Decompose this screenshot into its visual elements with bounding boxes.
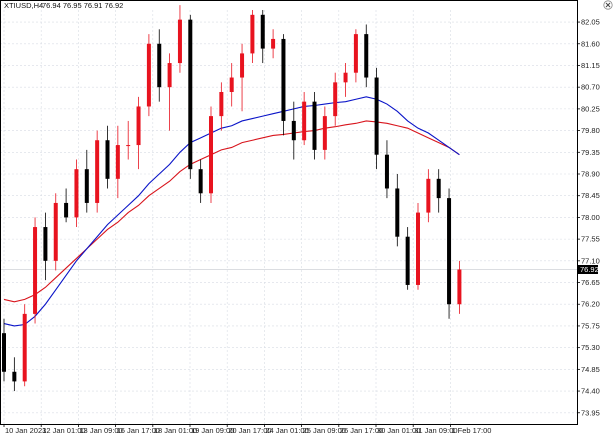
ma-red-line <box>3 120 460 303</box>
candle-body <box>22 313 27 382</box>
candle-body <box>177 19 182 64</box>
candle-body <box>198 169 203 194</box>
candle-body <box>167 63 172 88</box>
time-tick-label: 10 Jan 2023 <box>5 426 46 435</box>
time-tick-label: 13 Jan 09:00 <box>79 426 122 435</box>
time-tick-label: 30 Jan 01:00 <box>377 426 420 435</box>
ma-blue-line <box>3 96 460 327</box>
price-axis: 82.05 81.60 81.15 80.70 80.25 79.80 79.35 78.90… <box>577 18 600 417</box>
candle-body <box>219 92 224 117</box>
price-tick-label: 73.95 <box>581 408 600 417</box>
current-price-badge <box>578 265 598 275</box>
price-tick-label: 75.75 <box>581 321 600 330</box>
candle-body <box>84 169 89 203</box>
candle-body <box>343 72 348 83</box>
candle-body <box>333 82 338 117</box>
price-tick-label: 75.30 <box>581 343 600 352</box>
time-tick-label: 26 Jan 17:00 <box>340 426 383 435</box>
candle-body <box>43 227 48 261</box>
price-tick-label: 82.05 <box>581 18 600 27</box>
price-tick-label: 74.85 <box>581 365 600 374</box>
candle-body <box>33 227 38 314</box>
candle-body <box>416 212 420 285</box>
time-tick-label: 31 Jan 09:00 <box>414 426 457 435</box>
price-tick-label: 74.40 <box>581 387 600 396</box>
candle-body <box>209 116 213 194</box>
price-tick-label: 80.70 <box>581 83 600 92</box>
candle-body <box>95 140 100 203</box>
candle-body <box>136 106 141 146</box>
candle-body <box>74 169 79 218</box>
candle-body <box>260 14 265 49</box>
time-tick-label: 20 Jan 17:00 <box>228 426 271 435</box>
time-tick-label: 19 Jan 09:00 <box>191 426 234 435</box>
price-tick-label: 78.45 <box>581 191 600 200</box>
price-tick-label: 78.00 <box>581 213 600 222</box>
candle-body <box>312 101 317 150</box>
candle-body <box>126 145 131 147</box>
candle-body <box>2 333 6 372</box>
candle-body <box>12 371 17 382</box>
time-tick-label: 24 Jan 01:00 <box>265 426 308 435</box>
candle-body <box>64 202 69 218</box>
symbol-label: XTIUSD,H4 <box>4 1 43 10</box>
candle-body <box>229 77 234 92</box>
candle-body <box>353 34 358 73</box>
candle-body <box>364 34 369 78</box>
candle-body <box>436 178 441 199</box>
time-tick-label: 18 Jan 01:00 <box>154 426 197 435</box>
candles-layer <box>2 5 462 392</box>
candle-body <box>240 53 245 78</box>
price-tick-label: 78.90 <box>581 170 600 179</box>
candle-body <box>457 269 462 305</box>
price-tick-label: 76.65 <box>581 278 600 287</box>
price-tick-label: 77.10 <box>581 256 600 265</box>
time-tick-label: 25 Jan 09:00 <box>303 426 346 435</box>
price-tick-label: 76.20 <box>581 300 600 309</box>
time-tick-label: 1 Feb 17:00 <box>451 426 491 435</box>
candle-body <box>53 202 58 261</box>
candle-body <box>250 14 255 54</box>
price-tick-label: 79.35 <box>581 148 600 157</box>
candle-body <box>405 236 410 285</box>
candle-body <box>291 120 296 141</box>
price-tick-label: 80.25 <box>581 104 600 113</box>
time-tick-label: 12 Jan 01:00 <box>42 426 85 435</box>
price-tick-label: 79.80 <box>581 126 600 135</box>
candle-body <box>115 145 120 179</box>
price-tick-label: 77.55 <box>581 235 600 244</box>
grid-layer <box>0 10 577 424</box>
current-price-label: 76.92 <box>580 265 599 274</box>
time-tick-label: 16 Jan 17:00 <box>117 426 160 435</box>
candle-body <box>384 154 389 189</box>
candle-body <box>146 43 151 107</box>
moving-averages-layer <box>3 96 460 327</box>
candle-body <box>281 38 286 121</box>
candle-body <box>271 38 276 49</box>
ohlc-values: 76.94 76.95 76.91 76.92 <box>42 1 123 10</box>
candle-body <box>302 101 307 141</box>
candle-body <box>322 116 327 150</box>
candle-body <box>395 188 400 237</box>
candle-body <box>447 198 452 305</box>
candle-body <box>426 178 431 213</box>
price-tick-label: 81.60 <box>581 39 600 48</box>
chart-border <box>0 0 578 425</box>
candle-body <box>157 43 162 88</box>
candle-body <box>105 140 110 179</box>
price-tick-label: 81.15 <box>581 61 600 70</box>
candle-body <box>188 19 193 170</box>
close-icon[interactable] <box>603 0 613 10</box>
candle-body <box>374 77 379 155</box>
